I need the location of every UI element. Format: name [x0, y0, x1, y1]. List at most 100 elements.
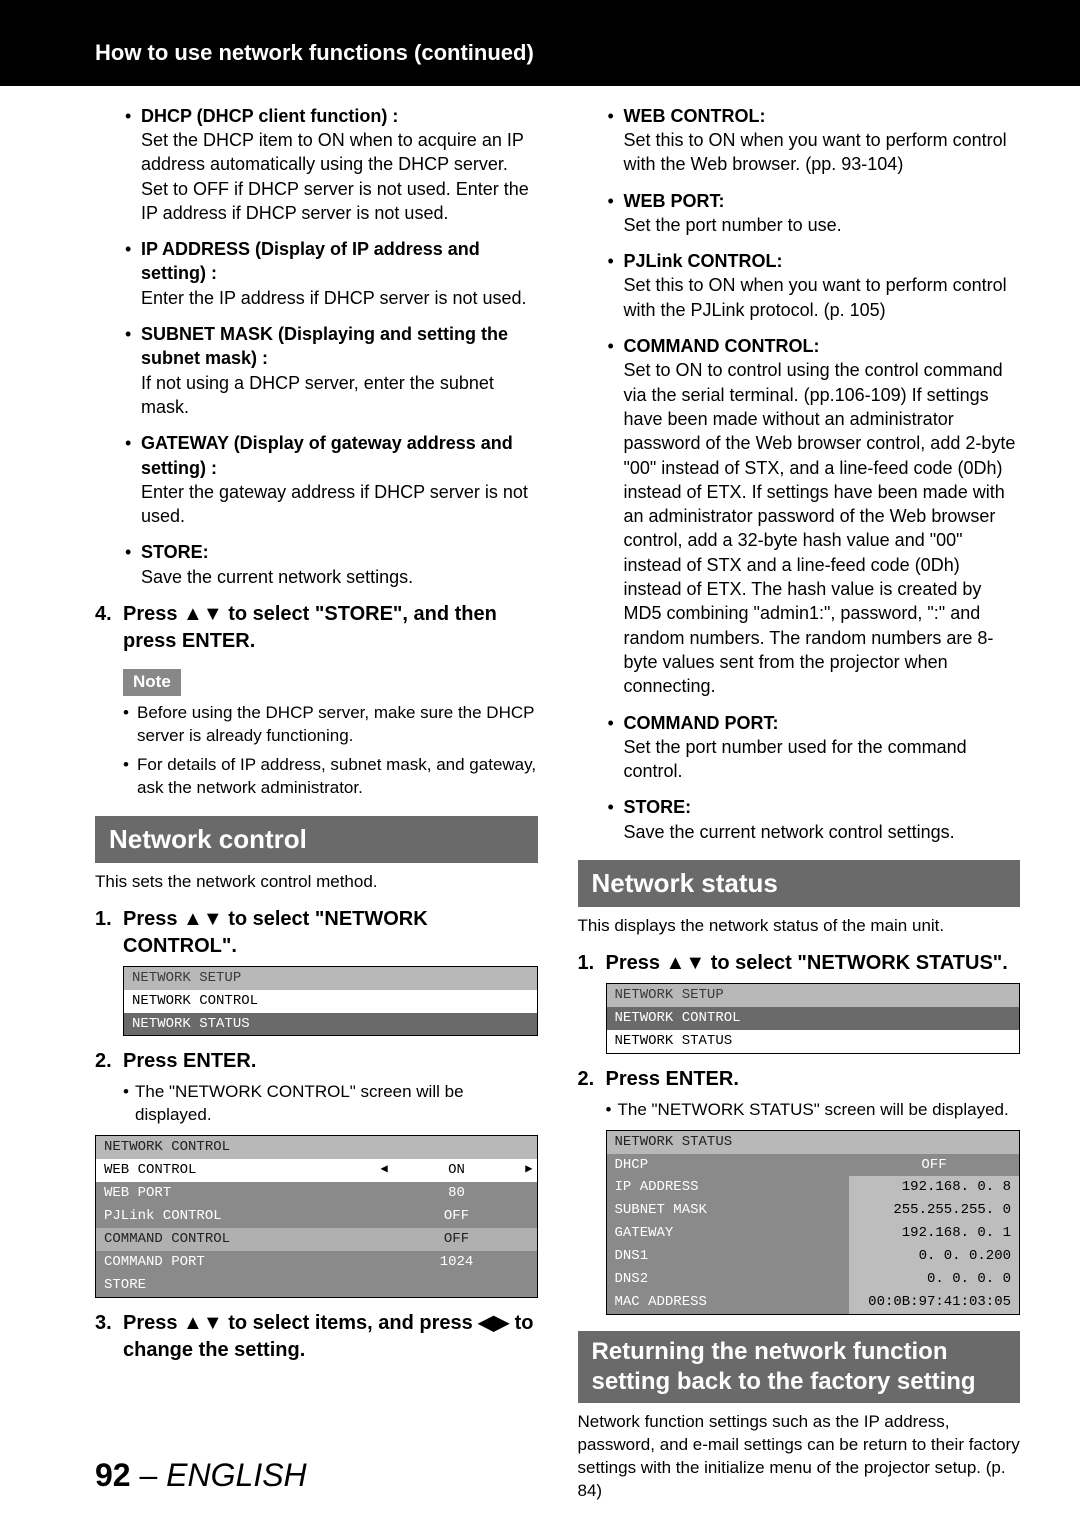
status-header: NETWORK STATUS	[607, 1131, 1020, 1154]
table-row: WEB CONTROLON◀▶	[96, 1159, 537, 1182]
bullet-body: Set this to ON when you want to perform …	[624, 273, 1021, 322]
row-value: OFF	[377, 1228, 537, 1251]
row-value: OFF	[377, 1205, 537, 1228]
bullet-body: Enter the gateway address if DHCP server…	[141, 480, 538, 529]
status-value: OFF	[849, 1154, 1019, 1177]
bullet-title: STORE:	[141, 542, 209, 562]
status-row: IP ADDRESS192.168. 0. 8	[607, 1176, 1020, 1199]
menu-screenshot-1: NETWORK SETUPNETWORK CONTROLNETWORK STAT…	[123, 966, 538, 1037]
table-header: NETWORK CONTROL	[96, 1136, 537, 1159]
step-2-sub-right: The "NETWORK STATUS" screen will be disp…	[578, 1099, 1021, 1122]
row-label: WEB PORT	[96, 1182, 377, 1205]
bullet-item: DHCP (DHCP client function) :Set the DHC…	[125, 104, 538, 225]
status-value: 192.168. 0. 8	[849, 1176, 1019, 1199]
section-desc: This displays the network status of the …	[578, 915, 1021, 938]
status-value: 00:0B:97:41:03:05	[849, 1291, 1019, 1314]
bullet-body: Set this to ON when you want to perform …	[624, 128, 1021, 177]
status-value: 0. 0. 0. 0	[849, 1268, 1019, 1291]
section-desc-reset: Network function settings such as the IP…	[578, 1411, 1021, 1503]
bullet-body: If not using a DHCP server, enter the su…	[141, 371, 538, 420]
note-item: For details of IP address, subnet mask, …	[123, 754, 538, 800]
bullet-item: STORE: Save the current network control s…	[608, 795, 1021, 844]
step-text: Press ENTER.	[606, 1066, 739, 1093]
status-label: MAC ADDRESS	[607, 1291, 850, 1314]
row-label: COMMAND PORT	[96, 1251, 377, 1274]
footer-language: ENGLISH	[166, 1457, 306, 1493]
status-value: 255.255.255. 0	[849, 1199, 1019, 1222]
row-value: ON◀▶	[377, 1159, 537, 1182]
note-list: Before using the DHCP server, make sure …	[123, 702, 538, 800]
section-network-status: Network status	[578, 860, 1021, 907]
page-footer: 92 – ENGLISH	[95, 1454, 307, 1497]
table-row: COMMAND PORT1024	[96, 1251, 537, 1274]
step-2-sub: The "NETWORK CONTROL" screen will be dis…	[95, 1081, 538, 1127]
left-column: DHCP (DHCP client function) :Set the DHC…	[95, 104, 538, 1513]
bullet-title: WEB CONTROL:	[624, 106, 766, 126]
menu-row: NETWORK STATUS	[607, 1030, 1020, 1053]
status-row: DNS20. 0. 0. 0	[607, 1268, 1020, 1291]
table-row: PJLink CONTROLOFF	[96, 1205, 537, 1228]
step-number: 1.	[578, 950, 606, 977]
step-2-left: 2. Press ENTER.	[95, 1048, 538, 1075]
bullet-body: Set the port number to use.	[624, 213, 1021, 237]
page-header: How to use network functions (continued)	[0, 0, 1080, 86]
bullet-body: Save the current network settings.	[141, 565, 538, 589]
menu-row: NETWORK CONTROL	[124, 990, 537, 1013]
step-number: 4.	[95, 601, 123, 655]
row-value: 80	[377, 1182, 537, 1205]
note-item: Before using the DHCP server, make sure …	[123, 702, 538, 748]
bullet-item: IP ADDRESS (Display of IP address and se…	[125, 237, 538, 310]
bullet-title: STORE:	[624, 797, 692, 817]
table-row: STORE	[96, 1274, 537, 1297]
step-number: 2.	[578, 1066, 606, 1093]
bullet-body: Set to ON to control using the control c…	[624, 358, 1021, 698]
step-1-right: 1. Press ▲▼ to select "NETWORK STATUS".	[578, 950, 1021, 977]
right-bullet-list: WEB CONTROL:Set this to ON when you want…	[608, 104, 1021, 844]
bullet-body: Set the port number used for the command…	[624, 735, 1021, 784]
network-control-table: NETWORK CONTROLWEB CONTROLON◀▶WEB PORT80…	[95, 1135, 538, 1297]
header-title: How to use network functions (continued)	[95, 40, 534, 65]
section-desc: This sets the network control method.	[95, 871, 538, 894]
note-label: Note	[123, 669, 181, 696]
right-column: WEB CONTROL:Set this to ON when you want…	[578, 104, 1021, 1513]
bullet-item: WEB PORT:Set the port number to use.	[608, 189, 1021, 238]
table-row: COMMAND CONTROLOFF	[96, 1228, 537, 1251]
menu-row: NETWORK CONTROL	[607, 1007, 1020, 1030]
bullet-item: SUBNET MASK (Displaying and setting the …	[125, 322, 538, 419]
row-label: COMMAND CONTROL	[96, 1228, 377, 1251]
bullet-item: COMMAND CONTROL:Set to ON to control usi…	[608, 334, 1021, 698]
step-text: Press ▲▼ to select "NETWORK CONTROL".	[123, 906, 538, 960]
step-4: 4. Press ▲▼ to select "STORE", and then …	[95, 601, 538, 655]
step-text: Press ▲▼ to select "STORE", and then pre…	[123, 601, 538, 655]
row-value: 1024	[377, 1251, 537, 1274]
status-row: DNS10. 0. 0.200	[607, 1245, 1020, 1268]
status-label: DNS1	[607, 1245, 850, 1268]
bullet-title: GATEWAY (Display of gateway address and …	[141, 433, 513, 477]
status-label: DHCP	[607, 1154, 850, 1177]
status-row: SUBNET MASK255.255.255. 0	[607, 1199, 1020, 1222]
status-label: DNS2	[607, 1268, 850, 1291]
bullet-title: IP ADDRESS (Display of IP address and se…	[141, 239, 480, 283]
status-row: MAC ADDRESS00:0B:97:41:03:05	[607, 1291, 1020, 1314]
bullet-item: COMMAND PORT:Set the port number used fo…	[608, 711, 1021, 784]
bullet-title: COMMAND PORT:	[624, 713, 779, 733]
status-value: 192.168. 0. 1	[849, 1222, 1019, 1245]
step-2-right: 2. Press ENTER.	[578, 1066, 1021, 1093]
bullet-title: DHCP (DHCP client function) :	[141, 106, 398, 126]
row-label: STORE	[96, 1274, 377, 1297]
status-label: GATEWAY	[607, 1222, 850, 1245]
status-value: 0. 0. 0.200	[849, 1245, 1019, 1268]
bullet-item: GATEWAY (Display of gateway address and …	[125, 431, 538, 528]
step-text: Press ENTER.	[123, 1048, 256, 1075]
bullet-body: Save the current network control setting…	[624, 820, 1021, 844]
step-text: Press ▲▼ to select "NETWORK STATUS".	[606, 950, 1008, 977]
arrow-left-icon: ◀	[381, 1161, 388, 1177]
footer-sep: –	[131, 1457, 167, 1493]
bullet-title: SUBNET MASK (Displaying and setting the …	[141, 324, 508, 368]
bullet-item: PJLink CONTROL:Set this to ON when you w…	[608, 249, 1021, 322]
step-text: Press ▲▼ to select items, and press ◀▶ t…	[123, 1310, 538, 1364]
row-label: WEB CONTROL	[96, 1159, 377, 1182]
bullet-title: WEB PORT:	[624, 191, 725, 211]
bullet-body: Set the DHCP item to ON when to acquire …	[141, 128, 538, 225]
section-factory-reset: Returning the network function setting b…	[578, 1331, 1021, 1403]
